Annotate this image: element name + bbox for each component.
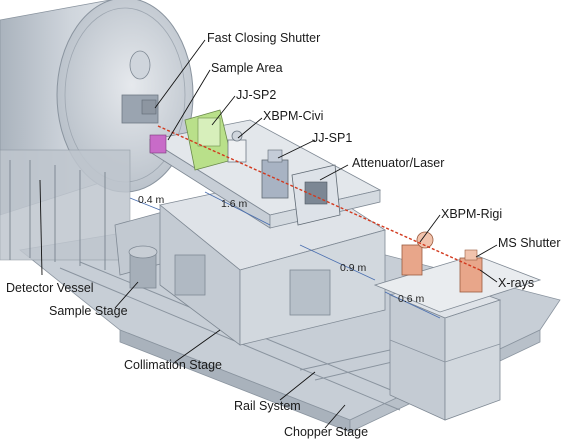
dimension-1-6: 1.6 m [221,198,248,210]
label-rail-system: Rail System [234,399,301,413]
label-ms-shutter: MS Shutter [498,236,561,250]
label-jj-sp2: JJ-SP2 [236,88,277,102]
ms-shutter-device [459,249,483,293]
label-detector-vessel: Detector Vessel [6,281,94,295]
fast-closing-shutter-device [141,99,167,154]
label-x-rays: X-rays [498,276,535,290]
label-sample-area: Sample Area [211,61,283,75]
label-fast-closing-shutter: Fast Closing Shutter [207,31,321,45]
label-chopper-stage: Chopper Stage [284,425,369,439]
label-xbpm-civi: XBPM-Civi [263,109,324,123]
label-collimation-stage: Collimation Stage [124,358,222,372]
xbpm-rigi-device [401,231,434,276]
jj-sp2-device [184,109,233,171]
attenuator-laser-device [291,164,341,226]
dimension-0-4: 0.4 m [138,194,165,206]
xbpm-civi-device [227,130,247,163]
label-attenuator-laser: Attenuator/Laser [352,156,445,170]
leader-lines [39,39,498,429]
jj-sp1-device [261,149,289,199]
x-ray-beam [157,125,481,271]
label-xbpm-rigi: XBPM-Rigi [441,207,503,221]
label-sample-stage: Sample Stage [49,304,128,318]
dimension-0-6: 0.6 m [398,293,425,305]
dimension-lines [129,191,441,319]
label-jj-sp1: JJ-SP1 [312,131,353,145]
dimension-0-9: 0.9 m [340,262,367,274]
detector-vessel [0,0,194,270]
chopper-stage [373,254,542,421]
